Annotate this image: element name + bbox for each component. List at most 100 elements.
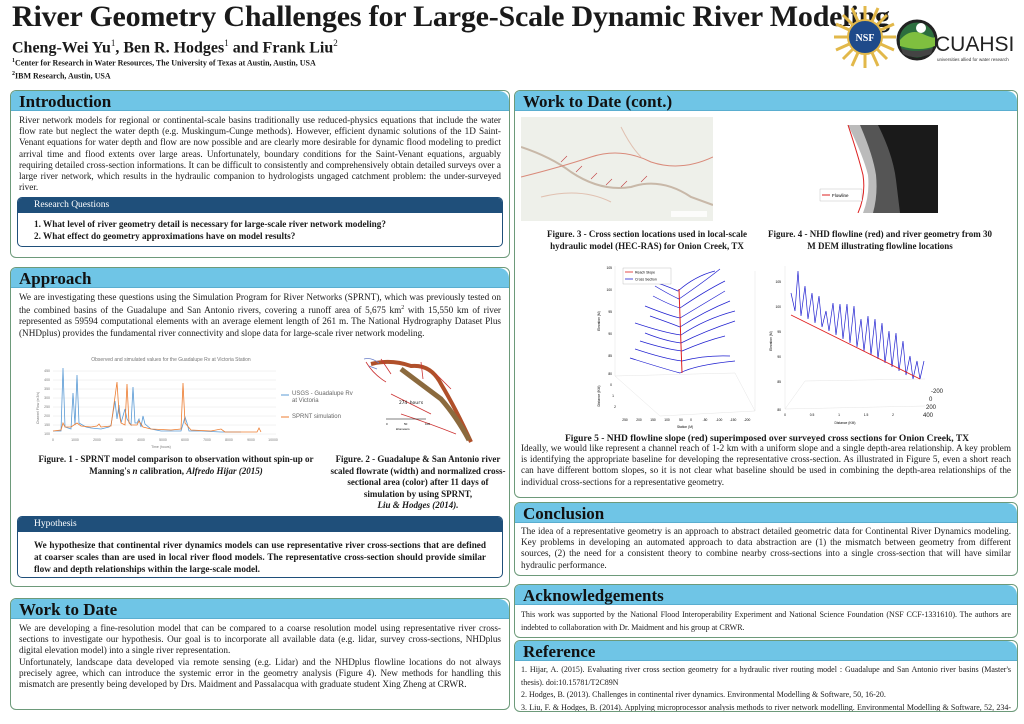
scale-label: kilometers <box>396 427 410 431</box>
distance-axis-label: Distance (KM) <box>597 386 601 407</box>
section-title: Introduction <box>11 91 509 111</box>
figure-4-dem-map: Flowline <box>818 125 938 213</box>
cross-section-zigzag <box>790 270 925 380</box>
author-name: Frank Liu <box>262 39 334 57</box>
x-axis-label: Distance (KM) <box>835 421 856 425</box>
y-axis-label: Elevation (M) <box>597 311 601 330</box>
x-tick: 1.5 <box>864 413 869 417</box>
x-tick: -200 <box>744 418 751 422</box>
y-tick: 100 <box>44 432 50 436</box>
x-axis-label: Station (M) <box>677 425 693 429</box>
x-tick: 1 <box>838 413 840 417</box>
section-title: Acknowledgements <box>515 585 1017 605</box>
hypothesis-text: We hypothesize that continental river dy… <box>34 540 486 574</box>
scale-tick: 0 <box>386 422 388 426</box>
y-tick: 95 <box>777 330 781 334</box>
section-title: Work to Date <box>11 599 509 619</box>
x-tick: 250 <box>622 418 628 422</box>
section-title: Reference <box>515 641 1017 661</box>
affiliation-mark: 2 <box>333 38 338 48</box>
x-tick: 150 <box>650 418 656 422</box>
y-tick: 95 <box>608 310 612 314</box>
acknowledgements-text: This work was supported by the National … <box>521 610 1011 632</box>
legend-entry-observed: USGS - Guadalupe Rv at Victoria <box>292 391 353 404</box>
x-tick: 0.5 <box>810 413 815 417</box>
reference-item: 2. Hodges, B. (2013). Challenges in cont… <box>521 690 886 699</box>
authors: Cheng-Wei Yu1, Ben R. Hodges1 and Frank … <box>12 38 338 57</box>
affiliation-mark: 1 <box>110 38 116 48</box>
conclusion-text: The idea of a representative geometry is… <box>521 526 1011 570</box>
caption-citation: Liu & Hodges (2014). <box>377 500 459 510</box>
x-tick: 10000 <box>268 438 278 442</box>
legend-entry: Reach Slope <box>635 271 655 275</box>
x-tick: 200 <box>636 418 642 422</box>
nsf-logo: NSF <box>834 6 896 68</box>
figure-3-caption: Figure. 3 - Cross section locations used… <box>547 229 747 251</box>
section-title: Approach <box>11 268 509 288</box>
caption-text: Figure. 1 - SPRNT model comparison to ob… <box>38 454 314 476</box>
research-question: 1. What level of river geometry detail i… <box>34 219 386 229</box>
reach-slope-line <box>790 314 921 380</box>
x-tick: 0 <box>784 413 786 417</box>
introduction-text: River network models for regional or con… <box>19 115 501 193</box>
y-tick: 400 <box>44 378 50 382</box>
x-tick: 100 <box>664 418 670 422</box>
scale-tick: 50 <box>404 422 408 426</box>
research-questions-title: Research Questions <box>18 198 502 213</box>
y-tick: 200 <box>44 414 50 418</box>
work-to-date-text-2: Unfortunately, landscape data developed … <box>19 656 501 690</box>
scale-bar <box>671 211 707 217</box>
distance-tick: 1 <box>612 394 614 398</box>
work-to-date-section: Work to Date We are developing a fine-re… <box>10 598 510 710</box>
cuahsi-tagline: universities allied for water research <box>937 57 1009 62</box>
y-tick: 300 <box>44 396 50 400</box>
y-tick: 250 <box>44 405 50 409</box>
station-tick: 200 <box>926 405 937 411</box>
y-tick: 105 <box>775 280 781 284</box>
section-title: Conclusion <box>515 503 1017 523</box>
approach-text: We are investigating these questions usi… <box>11 288 509 339</box>
y-tick: 80 <box>777 408 781 412</box>
y-tick: 90 <box>608 332 612 336</box>
caption-text: Figure. 2 - Guadalupe & San Antonio rive… <box>330 454 506 499</box>
chart-title: Observed and simulated values for the Gu… <box>91 357 251 363</box>
author-name: Cheng-Wei Yu <box>12 39 111 57</box>
reference-section: Reference 1. Hijar, A. (2015). Evaluatin… <box>514 640 1018 712</box>
x-tick: -100 <box>716 418 723 422</box>
distance-tick: 0 <box>610 383 612 387</box>
legend-entry: Cross Section <box>635 278 657 282</box>
simulated-series-line <box>52 381 262 433</box>
station-tick: -200 <box>931 389 944 395</box>
caption-italic: n <box>132 465 138 476</box>
x-tick: 9000 <box>247 438 255 442</box>
x-tick: 8000 <box>225 438 233 442</box>
caption-citation: Alfredo Hijar (2015) <box>186 465 263 476</box>
y-axis-label: Elevation (M) <box>769 331 773 350</box>
acknowledgements-section: Acknowledgements This work was supported… <box>514 584 1018 638</box>
y-tick: 105 <box>606 266 612 270</box>
superscript: 2 <box>401 305 405 312</box>
x-axis-label: Time (hours) <box>151 445 171 449</box>
x-tick: 0 <box>52 438 54 442</box>
affiliation-text: IBM Research, Austin, USA <box>15 71 111 81</box>
y-tick: 350 <box>44 387 50 391</box>
work-to-date-cont-section: Work to Date (cont.) Flowline Figure. 3 … <box>514 90 1018 498</box>
legend-entry: Flowline <box>832 193 849 198</box>
observed-series-line <box>53 367 241 433</box>
x-tick: 4000 <box>137 438 145 442</box>
affiliation-num: 2 <box>12 71 15 77</box>
x-tick: 6000 <box>181 438 189 442</box>
scale-tick: 100 <box>425 422 430 426</box>
figure-5-caption: Figure 5 - NHD flowline slope (red) supe… <box>564 434 970 444</box>
x-tick: 0 <box>690 418 692 422</box>
distance-tick: 2 <box>614 405 616 409</box>
conclusion-section: Conclusion The idea of a representative … <box>514 502 1018 576</box>
affiliation: 2IBM Research, Austin, USA <box>12 71 111 81</box>
figure-2-river-map: 274 hours 0 50 100 kilometers <box>363 358 473 443</box>
figure-3-cross-section-map <box>521 117 713 221</box>
approach-section: Approach We are investigating these ques… <box>10 267 510 587</box>
reference-item: 1. Hijar, A. (2015). Evaluating river cr… <box>521 665 1011 687</box>
legend-box <box>622 267 672 285</box>
x-tick: -150 <box>730 418 737 422</box>
affiliation: 1Center for Research in Water Resources,… <box>12 58 316 68</box>
